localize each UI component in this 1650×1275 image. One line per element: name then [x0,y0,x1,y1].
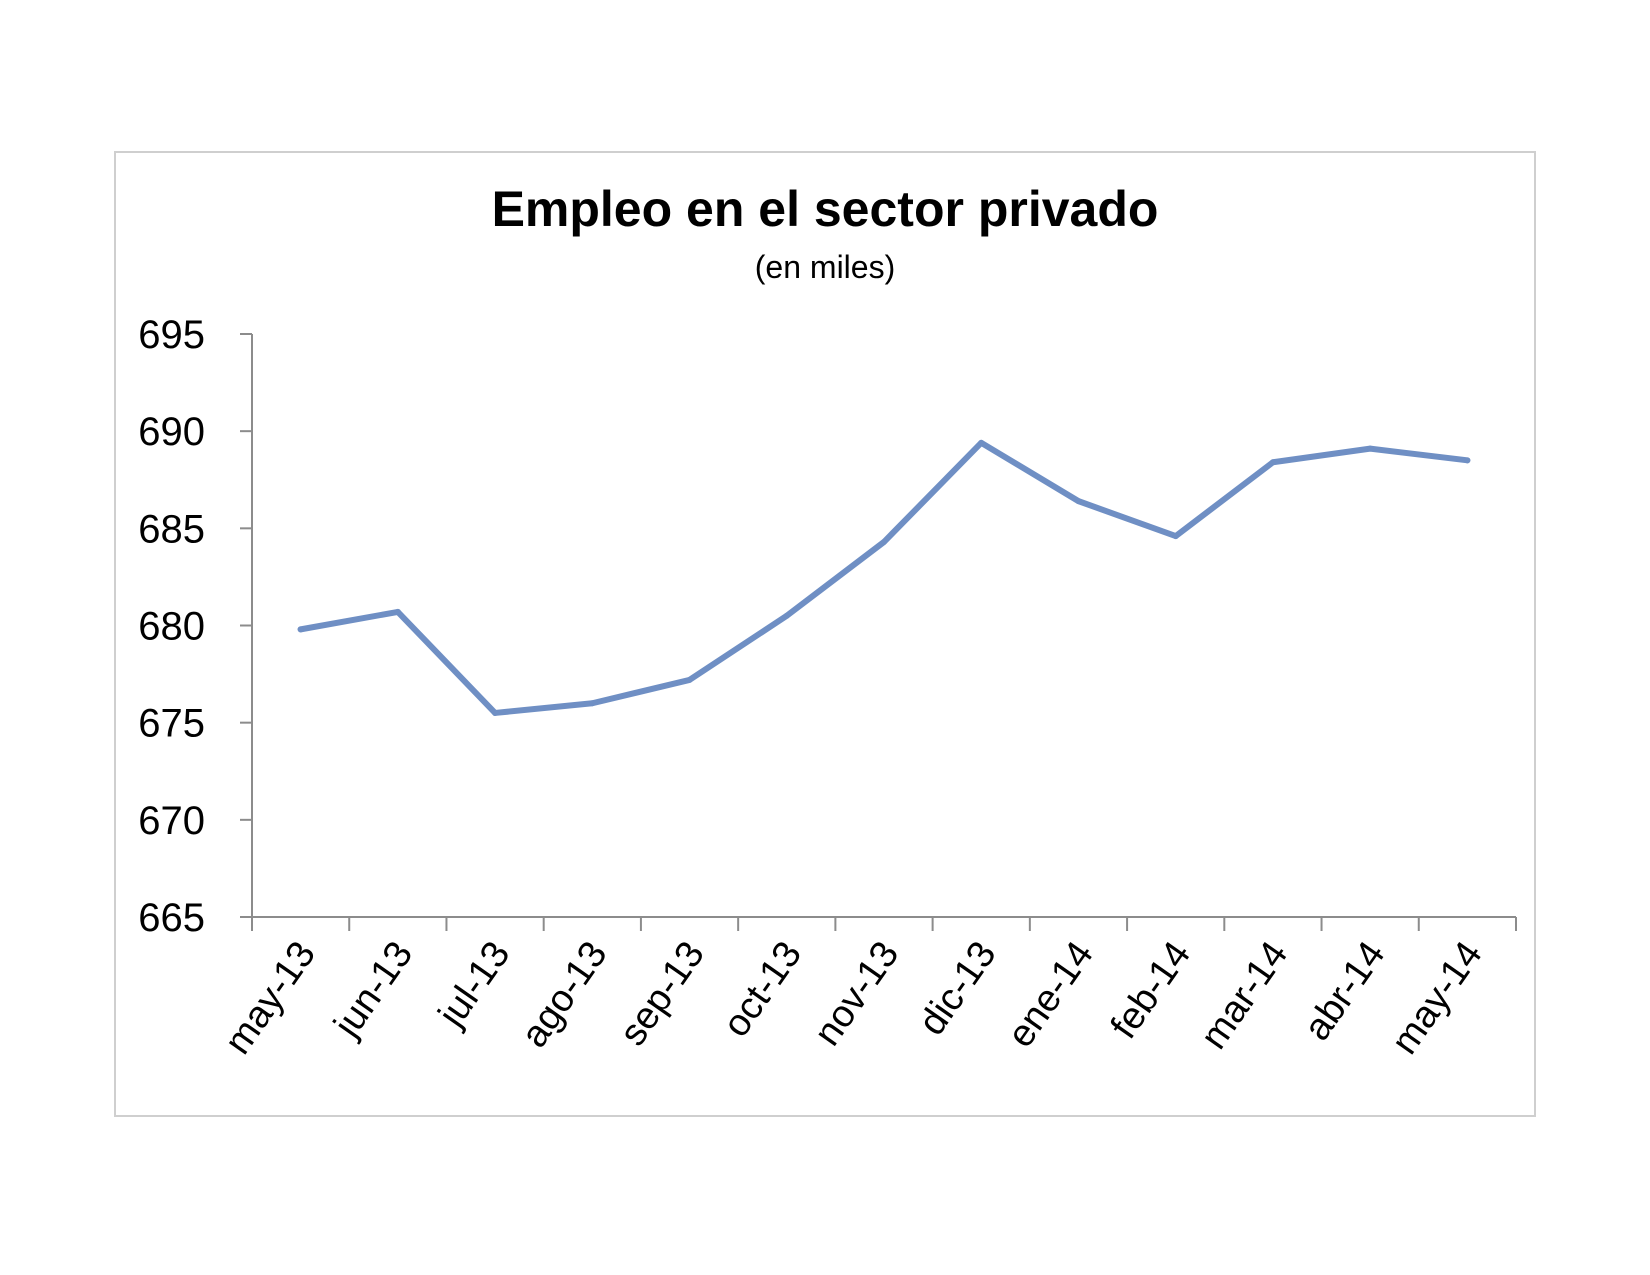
x-tick-label: abr-14 [1296,934,1393,1048]
x-tick-label: may-13 [217,934,324,1062]
y-tick-label: 690 [138,410,205,454]
x-tick-label: ago-13 [513,934,615,1055]
y-tick-label: 685 [138,507,205,551]
y-axis-ticks: 665 670 675 680 685 690 695 [138,313,252,940]
chart-frame [114,151,1536,1117]
y-tick-label: 675 [138,702,205,746]
x-tick-label: may-14 [1384,934,1491,1062]
data-point [1269,459,1276,466]
x-tick-label: dic-13 [911,934,1005,1043]
data-point [881,538,887,545]
x-tick-label: jul-13 [430,934,518,1035]
data-point [978,439,985,446]
x-tick-label: mar-14 [1193,934,1296,1057]
x-tick-label: ene-14 [1000,934,1102,1055]
chart-subtitle: (en miles) [754,249,896,285]
y-tick-label: 695 [138,313,205,357]
y-tick-label: 680 [138,605,205,649]
data-point [1075,498,1082,505]
chart-title: Empleo en el sector privado [491,181,1159,237]
data-point [394,608,401,615]
data-point [1172,533,1179,540]
x-tick-label: jun-13 [326,934,422,1045]
x-tick-label: feb-14 [1103,934,1199,1046]
x-tick-label: nov-13 [806,934,907,1053]
data-point [297,626,304,633]
data-point [492,709,499,716]
x-tick-label: oct-13 [715,934,810,1045]
series-group [297,439,1471,716]
y-tick-label: 670 [138,799,205,843]
data-point [783,612,790,619]
chart-axes [251,334,1516,918]
series-line [297,439,1471,716]
data-point [1367,445,1374,452]
data-point [686,676,693,683]
data-point [589,700,596,707]
x-tick-label: sep-13 [612,934,713,1053]
y-tick-label: 665 [138,896,205,940]
data-point [1464,457,1471,464]
